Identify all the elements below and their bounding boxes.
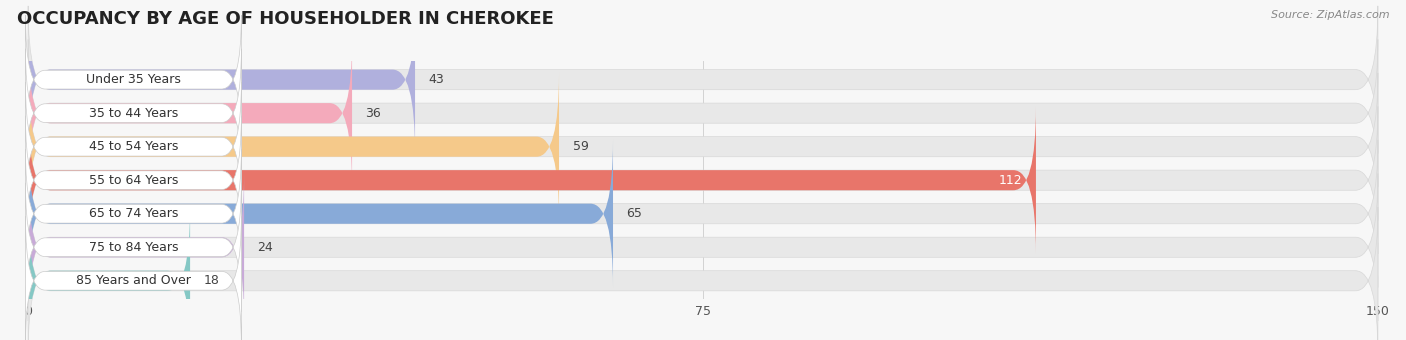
Text: 59: 59 — [572, 140, 588, 153]
FancyBboxPatch shape — [28, 6, 415, 153]
FancyBboxPatch shape — [28, 73, 560, 220]
FancyBboxPatch shape — [28, 207, 190, 340]
Text: 43: 43 — [429, 73, 444, 86]
Text: 24: 24 — [257, 241, 273, 254]
FancyBboxPatch shape — [25, 15, 242, 144]
Text: 112: 112 — [998, 174, 1022, 187]
Text: 36: 36 — [366, 107, 381, 120]
Text: 75 to 84 Years: 75 to 84 Years — [89, 241, 179, 254]
FancyBboxPatch shape — [25, 82, 242, 211]
FancyBboxPatch shape — [25, 116, 242, 244]
FancyBboxPatch shape — [28, 173, 245, 321]
Text: 45 to 54 Years: 45 to 54 Years — [89, 140, 179, 153]
FancyBboxPatch shape — [28, 140, 1378, 287]
FancyBboxPatch shape — [28, 173, 1378, 321]
FancyBboxPatch shape — [25, 216, 242, 340]
Text: 18: 18 — [204, 274, 219, 287]
Text: OCCUPANCY BY AGE OF HOUSEHOLDER IN CHEROKEE: OCCUPANCY BY AGE OF HOUSEHOLDER IN CHERO… — [17, 10, 554, 28]
FancyBboxPatch shape — [28, 207, 1378, 340]
Text: 55 to 64 Years: 55 to 64 Years — [89, 174, 179, 187]
FancyBboxPatch shape — [28, 39, 1378, 187]
FancyBboxPatch shape — [25, 149, 242, 278]
FancyBboxPatch shape — [28, 73, 1378, 220]
Text: Source: ZipAtlas.com: Source: ZipAtlas.com — [1271, 10, 1389, 20]
FancyBboxPatch shape — [25, 183, 242, 311]
FancyBboxPatch shape — [25, 49, 242, 177]
Text: 65 to 74 Years: 65 to 74 Years — [89, 207, 179, 220]
FancyBboxPatch shape — [28, 140, 613, 287]
FancyBboxPatch shape — [28, 39, 352, 187]
Text: 85 Years and Over: 85 Years and Over — [76, 274, 191, 287]
Text: 35 to 44 Years: 35 to 44 Years — [89, 107, 179, 120]
FancyBboxPatch shape — [28, 6, 1378, 153]
Text: Under 35 Years: Under 35 Years — [86, 73, 181, 86]
Text: 65: 65 — [627, 207, 643, 220]
FancyBboxPatch shape — [28, 106, 1378, 254]
FancyBboxPatch shape — [28, 106, 1036, 254]
